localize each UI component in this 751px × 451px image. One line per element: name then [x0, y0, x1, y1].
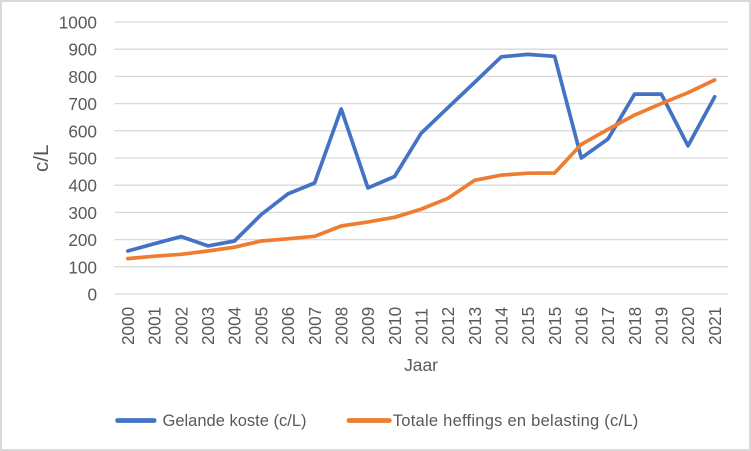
svg-text:2011: 2011 [411, 308, 431, 345]
svg-text:300: 300 [68, 203, 97, 223]
svg-text:900: 900 [68, 40, 97, 60]
svg-text:2001: 2001 [145, 307, 165, 345]
svg-text:600: 600 [68, 121, 97, 141]
svg-text:2015: 2015 [518, 307, 538, 345]
svg-text:2014: 2014 [492, 306, 512, 345]
svg-text:200: 200 [68, 230, 97, 250]
svg-text:2008: 2008 [331, 307, 351, 345]
svg-text:2013: 2013 [465, 307, 485, 345]
svg-text:2002: 2002 [171, 307, 191, 345]
svg-text:2017: 2017 [598, 307, 618, 345]
svg-text:2016: 2016 [572, 307, 592, 345]
svg-text:c/L: c/L [30, 145, 53, 172]
svg-text:2019: 2019 [652, 307, 672, 345]
svg-text:2018: 2018 [625, 307, 645, 345]
svg-text:500: 500 [68, 149, 97, 169]
svg-text:100: 100 [68, 257, 97, 277]
svg-text:2012: 2012 [438, 307, 458, 345]
svg-text:2015: 2015 [545, 307, 565, 345]
svg-text:2021: 2021 [705, 307, 725, 345]
svg-text:700: 700 [68, 94, 97, 114]
svg-text:400: 400 [68, 176, 97, 196]
svg-text:2004: 2004 [225, 306, 245, 345]
svg-text:Gelande koste (c/L): Gelande koste (c/L) [163, 412, 307, 430]
svg-text:2006: 2006 [278, 307, 298, 345]
svg-text:2003: 2003 [198, 307, 218, 345]
svg-text:2009: 2009 [358, 307, 378, 345]
svg-text:Jaar: Jaar [404, 355, 438, 375]
svg-text:Totale heffings en belasting (: Totale heffings en belasting (c/L) [393, 412, 639, 430]
svg-text:2010: 2010 [385, 307, 405, 345]
svg-text:2000: 2000 [118, 307, 138, 345]
svg-text:2005: 2005 [251, 307, 271, 345]
svg-text:800: 800 [68, 67, 97, 87]
svg-text:2020: 2020 [678, 307, 698, 345]
svg-text:1000: 1000 [59, 13, 97, 33]
svg-text:0: 0 [87, 285, 97, 305]
svg-text:2007: 2007 [305, 307, 325, 345]
